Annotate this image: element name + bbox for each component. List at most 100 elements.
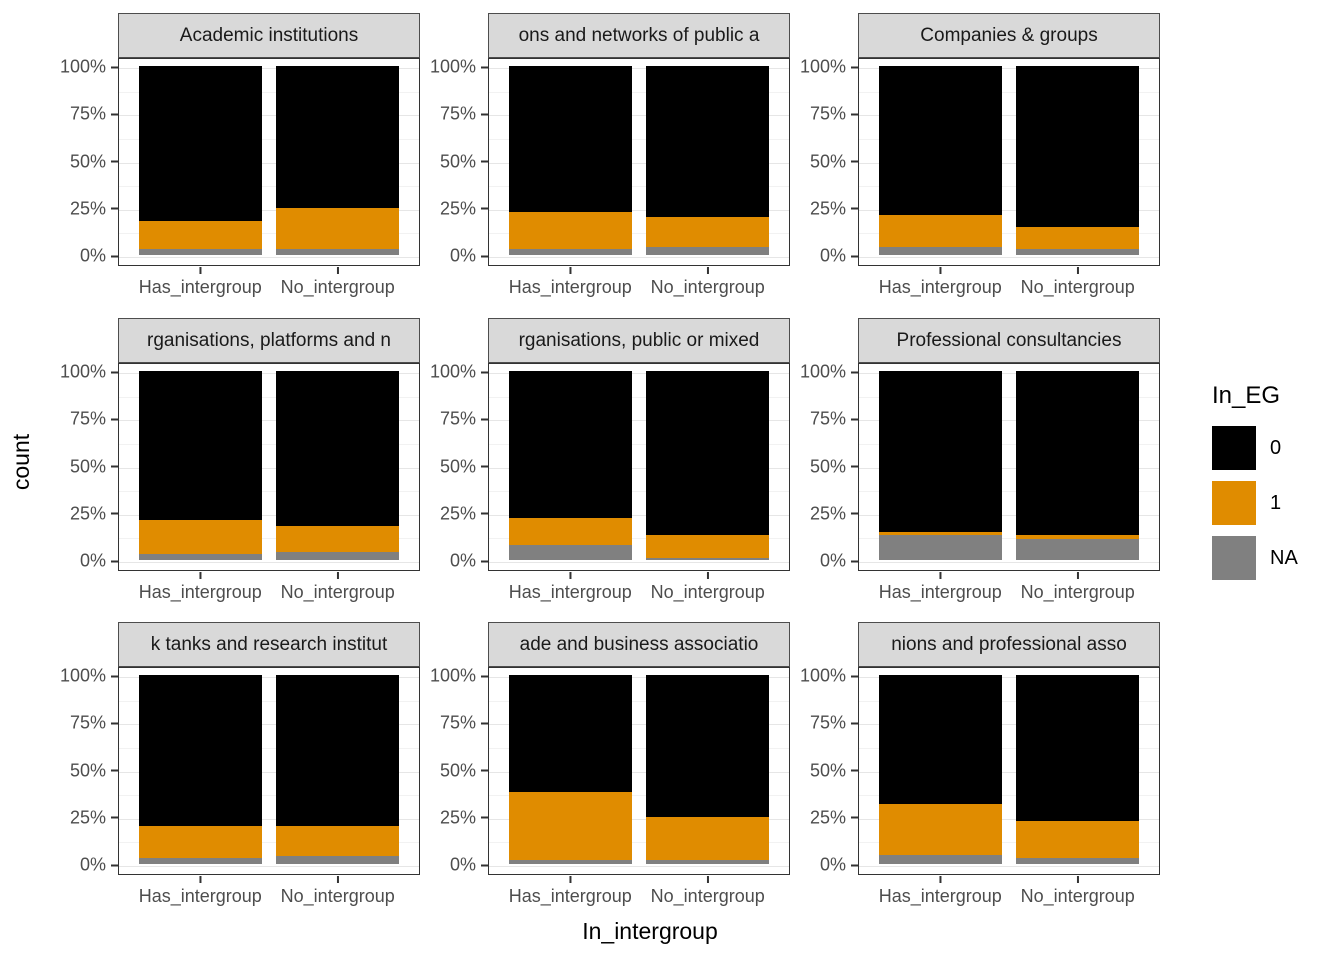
y-tick-label: 100%	[429, 361, 476, 382]
stacked-bar-no_intergroup	[645, 371, 769, 560]
bar-segment-1	[1015, 820, 1139, 859]
x-tick-mark	[569, 876, 572, 883]
minor-gridline	[489, 795, 789, 797]
y-tick: 25%	[440, 807, 488, 828]
major-gridline	[489, 677, 789, 678]
y-tick: 75%	[70, 409, 118, 430]
y-tick-mark	[481, 255, 488, 257]
y-tick-label: 50%	[69, 760, 106, 780]
major-gridline	[859, 562, 1159, 563]
y-tick-mark	[481, 864, 488, 866]
bar-segment-1	[645, 816, 769, 861]
bar-segment-na	[645, 247, 769, 255]
bar-segment-na	[879, 247, 1003, 255]
bar-segment-1	[275, 207, 399, 250]
major-gridline	[489, 514, 789, 516]
y-tick: 25%	[810, 807, 858, 828]
bar-segment-0	[1015, 371, 1139, 536]
y-tick-label: 50%	[69, 151, 106, 171]
y-tick-mark	[481, 816, 488, 819]
y-tick-label: 75%	[439, 712, 476, 733]
y-tick: 50%	[440, 456, 488, 477]
bar-segment-na	[645, 558, 769, 560]
y-tick-label: 0%	[819, 245, 846, 266]
y-tick-mark	[111, 255, 118, 257]
y-tick: 100%	[430, 57, 488, 78]
y-tick-mark	[481, 722, 488, 725]
bar-segment-na	[275, 249, 399, 255]
bar-segment-na	[139, 249, 263, 255]
y-tick: 75%	[810, 409, 858, 430]
y-tick: 100%	[430, 362, 488, 383]
stacked-bar-has_intergroup	[509, 371, 633, 560]
y-tick-mark	[111, 207, 118, 210]
bar-segment-0	[645, 371, 769, 536]
y-tick-mark	[851, 769, 858, 772]
bar-segment-0	[879, 66, 1003, 216]
facet-title: Academic institutions	[179, 24, 359, 46]
facet-strip: Professional consultancies	[858, 318, 1160, 363]
y-tick-mark	[851, 66, 858, 68]
minor-gridline	[119, 700, 419, 702]
y-tick-mark	[481, 512, 488, 515]
major-gridline	[859, 818, 1159, 820]
bar-segment-1	[1015, 226, 1139, 250]
x-tick: No_intergroup	[281, 876, 395, 907]
y-tick-mark	[851, 371, 858, 373]
y-tick: 75%	[440, 713, 488, 734]
x-tick-mark	[706, 267, 709, 274]
minor-gridline	[489, 700, 789, 702]
major-gridline	[489, 724, 789, 726]
y-tick: 0%	[80, 246, 118, 267]
y-tick-mark	[111, 560, 118, 562]
major-gridline	[859, 162, 1159, 164]
bar-segment-1	[509, 792, 633, 861]
y-tick: 100%	[800, 666, 858, 687]
y-tick-label: 75%	[69, 408, 106, 429]
y-tick-label: 50%	[809, 456, 846, 476]
y-tick-mark	[851, 160, 858, 163]
x-tick-label: No_intergroup	[1020, 277, 1135, 297]
x-tick: Has_intergroup	[509, 876, 632, 907]
x-tick-mark	[336, 572, 339, 579]
y-tick-mark	[111, 160, 118, 163]
y-tick: 50%	[810, 456, 858, 477]
y-tick: 0%	[820, 855, 858, 876]
legend-key-na-swatch	[1212, 536, 1256, 580]
facet-strip: ade and business associatio	[488, 622, 790, 667]
stacked-bar-has_intergroup	[509, 675, 633, 864]
bar-segment-1	[509, 518, 633, 545]
major-gridline	[119, 467, 419, 469]
x-tick-mark	[939, 876, 942, 883]
y-tick-label: 75%	[439, 103, 476, 124]
minor-gridline	[119, 538, 419, 540]
x-tick-mark	[706, 876, 709, 883]
stacked-bar-no_intergroup	[275, 675, 399, 864]
minor-gridline	[119, 795, 419, 797]
y-tick: 100%	[60, 362, 118, 383]
y-tick: 25%	[70, 198, 118, 219]
y-tick: 25%	[440, 503, 488, 524]
major-gridline	[489, 771, 789, 773]
x-tick-mark	[569, 572, 572, 579]
x-tick: No_intergroup	[651, 876, 765, 907]
facet-strip: ons and networks of public a	[488, 13, 790, 58]
legend-key-0-swatch	[1212, 426, 1256, 470]
x-tick-label: Has_intergroup	[138, 277, 262, 297]
minor-gridline	[859, 842, 1159, 844]
y-tick-mark	[111, 864, 118, 866]
bar-segment-0	[509, 371, 633, 519]
minor-gridline	[859, 233, 1159, 235]
bar-segment-1	[879, 803, 1003, 855]
minor-gridline	[859, 491, 1159, 493]
y-tick: 100%	[430, 666, 488, 687]
y-tick-mark	[851, 207, 858, 210]
minor-gridline	[489, 138, 789, 140]
y-tick-mark	[851, 512, 858, 515]
stacked-bar-no_intergroup	[645, 675, 769, 864]
y-tick-label: 100%	[429, 665, 476, 686]
y-tick-mark	[481, 207, 488, 210]
y-tick-label: 75%	[69, 103, 106, 124]
x-tick-mark	[336, 876, 339, 883]
bar-segment-1	[139, 221, 263, 250]
